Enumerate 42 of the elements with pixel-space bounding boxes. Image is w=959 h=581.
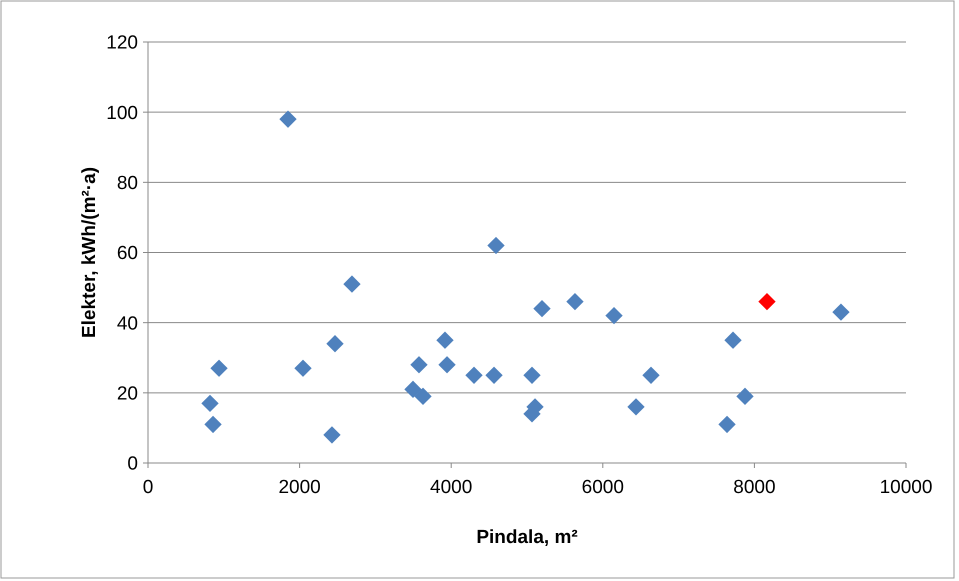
point — [343, 275, 361, 293]
x-axis-title: Pindala, m² — [476, 527, 578, 548]
point — [736, 388, 754, 405]
point — [210, 360, 228, 377]
point — [410, 356, 428, 374]
point — [642, 366, 660, 384]
x-tick-label: 0 — [142, 477, 154, 498]
point — [523, 366, 541, 384]
point — [758, 292, 776, 310]
point — [414, 388, 432, 405]
y-tick-label: 40 — [116, 313, 138, 334]
point — [294, 360, 312, 377]
y-tick-label: 20 — [116, 383, 138, 404]
x-tick-label: 6000 — [582, 477, 624, 498]
point — [487, 236, 505, 254]
point — [718, 416, 736, 434]
point — [627, 398, 645, 416]
point — [485, 366, 503, 384]
point — [724, 332, 742, 349]
x-tick-label: 2000 — [278, 477, 321, 498]
x-tick-label: 10000 — [880, 477, 932, 498]
point — [201, 394, 219, 412]
point — [832, 303, 850, 321]
y-tick-label: 80 — [116, 172, 138, 194]
point — [436, 332, 454, 349]
point — [605, 306, 623, 324]
point — [204, 416, 222, 434]
y-tick-label: 100 — [106, 102, 138, 124]
point — [323, 426, 341, 444]
point — [404, 380, 422, 398]
y-tick-label: 60 — [116, 243, 138, 264]
point — [326, 335, 344, 352]
point — [465, 366, 483, 384]
x-tick-label: 8000 — [733, 477, 776, 498]
y-tick-label: 120 — [106, 32, 138, 54]
x-tick-label: 4000 — [430, 477, 472, 498]
point — [533, 300, 551, 318]
point — [438, 356, 456, 374]
point — [279, 110, 297, 128]
point — [566, 292, 584, 310]
y-tick-label: 0 — [127, 454, 138, 475]
y-axis-title: Elekter, kWh/(m²·a) — [79, 166, 100, 338]
